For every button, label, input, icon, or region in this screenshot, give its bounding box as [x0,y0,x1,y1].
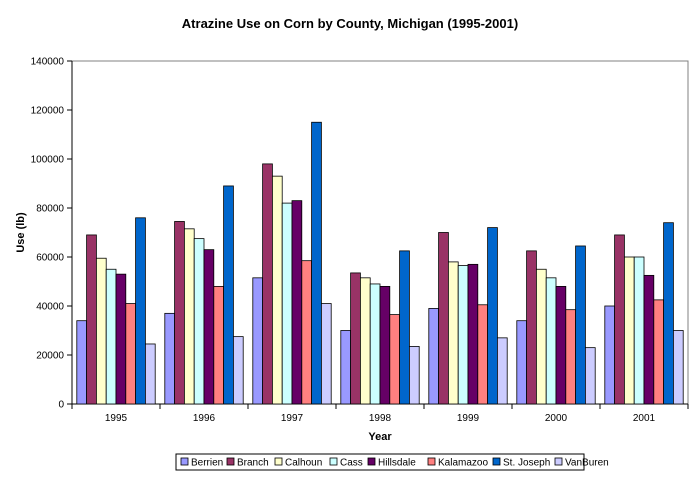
bar-kalamazoo-1998 [389,314,400,405]
bar-cass-2000 [545,277,557,405]
y-tick-label: 80000 [36,204,64,215]
legend-label: VanBuren [565,458,609,469]
bar-st-joseph-2000 [575,245,586,405]
bar-hillsdale-2000 [555,285,567,405]
bar-st-joseph-1995 [135,217,146,405]
y-tick-label: 0 [58,400,64,411]
bar-cass-1999 [457,265,469,405]
x-tick-label: 1995 [105,413,128,424]
bar-cass-1998 [369,283,381,405]
bar-calhoun-2001 [624,256,635,405]
bar-kalamazoo-2000 [565,309,576,405]
bar-vanburen-1995 [144,343,156,405]
legend-swatch [329,457,338,466]
bar-branch-1999 [438,232,449,405]
legend-label: Hillsdale [378,458,416,469]
y-tick-label: 100000 [31,155,65,166]
bar-calhoun-1997 [271,175,283,405]
bar-cass-1995 [105,268,117,405]
bar-st-joseph-1998 [399,250,410,405]
legend-label: Kalamazoo [438,458,488,469]
legend-swatch [274,457,283,466]
legend-swatch [492,457,501,466]
bar-berrien-2001 [604,305,615,405]
bar-hillsdale-1996 [203,249,215,405]
bar-kalamazoo-1997 [301,260,312,405]
y-tick-label: 120000 [31,106,65,117]
bar-calhoun-2000 [536,268,547,405]
bar-branch-1995 [86,234,97,405]
y-tick-label: 140000 [31,57,65,68]
bar-st-joseph-2001 [663,222,674,405]
x-tick-label: 1998 [369,413,392,424]
bar-vanburen-1999 [496,337,508,405]
bar-branch-1998 [350,272,361,405]
bar-berrien-2000 [516,320,527,405]
y-tick-label: 60000 [36,253,64,264]
bar-kalamazoo-1996 [213,285,225,405]
bar-cass-1997 [281,202,293,405]
bar-calhoun-1995 [96,257,107,405]
bar-vanburen-1998 [408,346,420,405]
bar-vanburen-1996 [232,336,244,405]
legend: Berrien Branch Calhoun Cass Hillsdale Kalamaz… [175,453,609,471]
bar-calhoun-1996 [183,228,195,405]
bar-kalamazoo-1999 [477,304,488,405]
x-tick-label: 2001 [633,413,656,424]
y-axis-label: Use (lb) [15,212,27,253]
legend-label: Cass [340,458,363,469]
bar-vanburen-2001 [673,330,684,405]
x-tick-label: 1997 [281,413,304,424]
x-tick-label: 2000 [545,413,568,424]
x-axis-label: Year [368,431,392,443]
legend-swatch [180,457,189,466]
plot-area: 0 20000 40000 60000 80000 100000 120000 140000 1… [31,57,689,424]
bar-vanburen-1997 [320,303,332,405]
bar-berrien-1996 [164,312,176,405]
bar-calhoun-1999 [447,261,459,405]
bar-branch-1997 [262,163,273,405]
legend-swatch [427,457,436,466]
bar-hillsdale-1998 [379,285,391,405]
x-tick-label: 1999 [457,413,480,424]
legend-label: Berrien [191,458,223,469]
bar-cass-2001 [633,256,645,405]
bar-branch-2001 [614,234,625,405]
legend-swatch [554,457,563,466]
bar-hillsdale-1999 [467,263,479,405]
legend-swatch [226,457,235,466]
bar-vanburen-2000 [585,347,596,405]
bar-hillsdale-1995 [115,273,127,405]
bar-kalamazoo-2001 [653,299,664,405]
bar-berrien-1999 [428,308,439,405]
y-tick-label: 40000 [36,302,64,313]
bar-hillsdale-2001 [643,274,655,405]
bar-branch-1996 [174,221,185,405]
bar-kalamazoo-1995 [125,303,137,405]
legend-label: St. Joseph [503,458,550,469]
legend-label: Calhoun [285,458,322,469]
bar-berrien-1998 [340,330,351,405]
bar-berrien-1997 [252,277,264,405]
bar-branch-2000 [526,250,537,405]
x-tick-label: 1996 [193,413,216,424]
legend-label: Branch [237,458,269,469]
bar-calhoun-1998 [359,277,371,405]
y-tick-label: 20000 [36,351,64,362]
bar-cass-1996 [193,238,205,405]
bar-st-joseph-1997 [311,121,322,405]
bar-berrien-1995 [76,320,88,405]
chart-title: Atrazine Use on Corn by County, Michigan… [182,16,518,31]
legend-swatch [367,457,376,466]
bar-hillsdale-1997 [291,200,303,405]
bar-st-joseph-1996 [223,185,234,405]
bar-st-joseph-1999 [487,227,498,405]
